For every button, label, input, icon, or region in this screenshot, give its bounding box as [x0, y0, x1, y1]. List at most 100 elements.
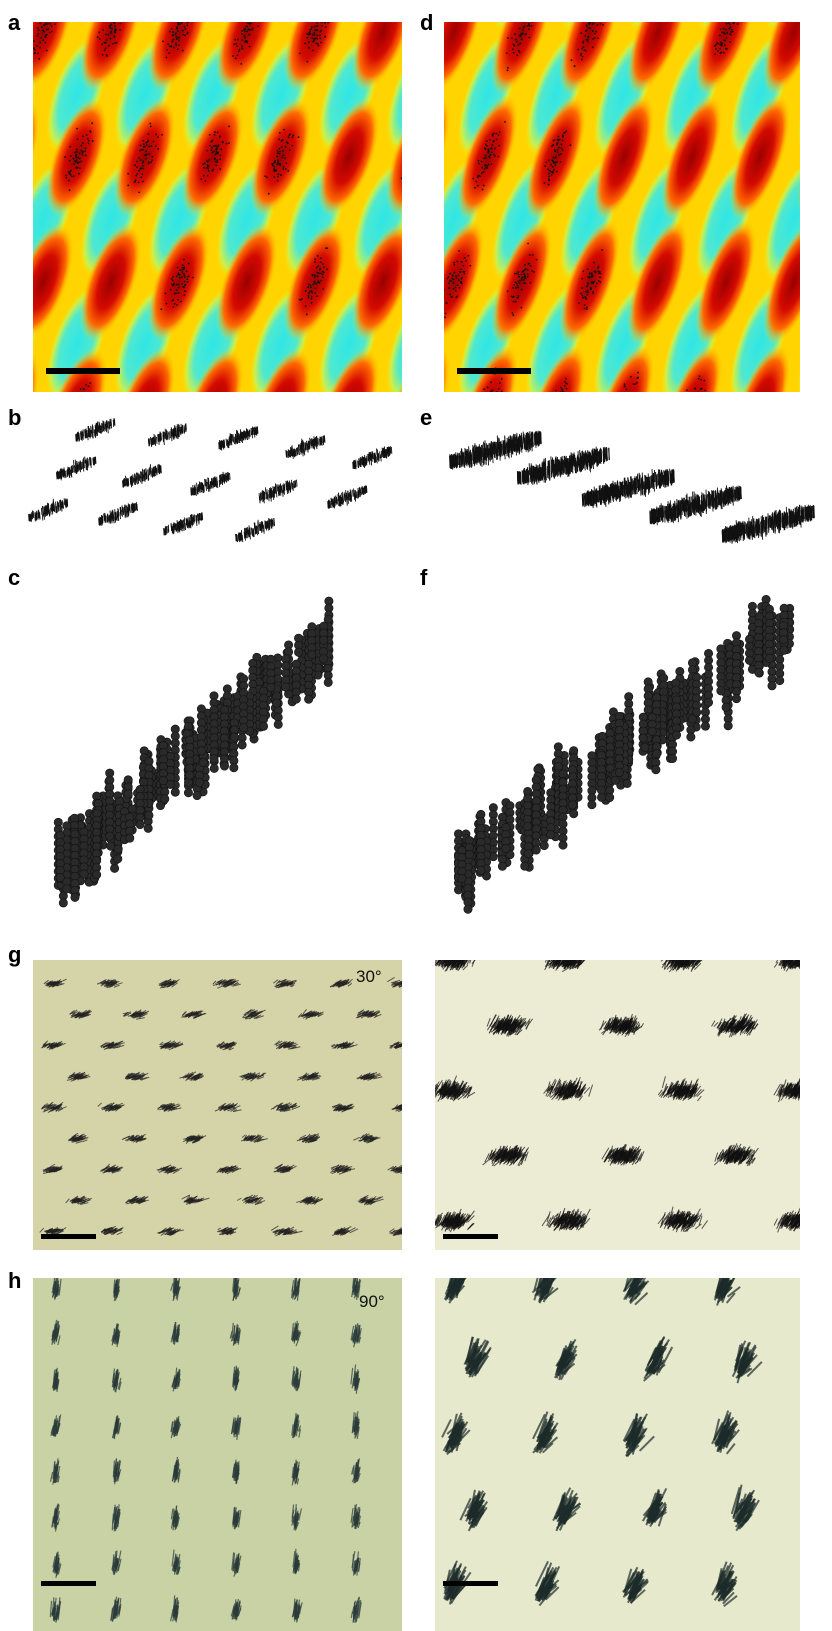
particle: [415, 392, 417, 394]
particle: [782, 558, 784, 560]
particle: [555, 409, 557, 411]
particle: [200, 178, 202, 180]
particle: [306, 33, 308, 35]
particle: [324, 17, 326, 19]
particle: [388, 520, 390, 522]
particle: [592, 526, 594, 528]
particle: [51, 25, 53, 27]
particle: [181, 22, 183, 24]
particle: [278, 139, 280, 141]
particle: [182, 514, 184, 516]
particle: [520, 307, 522, 309]
stroke: [235, 434, 236, 441]
particle: [241, 45, 243, 47]
particle: [172, 306, 174, 308]
particle: [385, 530, 387, 532]
particle: [595, 31, 597, 33]
stroke: [93, 458, 94, 465]
particle: [413, 178, 415, 180]
stroke: [385, 450, 386, 457]
particle: [142, 168, 144, 170]
particle: [14, 377, 16, 379]
particle: [215, 164, 217, 166]
particle: [585, 539, 587, 541]
particle: [355, 400, 357, 402]
particle: [43, 526, 45, 528]
particle: [84, 392, 86, 394]
particle: [278, 173, 280, 175]
stroke: [81, 463, 82, 470]
particle: [615, 413, 617, 415]
particle: [244, 37, 246, 39]
particle: [68, 171, 70, 173]
particle: [181, 508, 183, 510]
particle: [583, 49, 585, 51]
particle: [357, 414, 359, 416]
particle: [530, 9, 532, 11]
particle: [596, 10, 598, 12]
particle: [170, 553, 172, 555]
stroke: [184, 425, 185, 432]
particle: [454, 533, 456, 535]
particle: [448, 536, 450, 538]
particle: [408, 169, 410, 171]
particle: [507, 538, 509, 540]
particle: [545, 436, 547, 438]
particle: [49, 519, 51, 521]
stroke: [251, 428, 252, 435]
particle: [308, 41, 310, 43]
particle: [47, 20, 49, 22]
particle: [419, 383, 421, 385]
particle: [618, 421, 620, 423]
particle: [211, 149, 213, 151]
particle: [582, 56, 584, 58]
particle: [0, 417, 1, 419]
particle: [555, 420, 557, 422]
particle: [417, 153, 419, 155]
particle: [602, 521, 604, 523]
particle: [65, 175, 67, 177]
particle: [40, 523, 42, 525]
particle: [277, 152, 279, 154]
particle: [552, 144, 554, 146]
particle: [184, 284, 186, 286]
particle: [77, 392, 79, 394]
particle: [599, 281, 601, 283]
particle: [309, 541, 311, 543]
particle: [489, 408, 491, 410]
particle: [79, 167, 81, 169]
particle: [352, 397, 354, 399]
particle: [630, 376, 632, 378]
particle: [529, 521, 531, 523]
particle: [558, 402, 560, 404]
particle: [78, 407, 80, 409]
particle: [55, 12, 57, 14]
particle: [482, 430, 484, 432]
particle: [532, 254, 534, 256]
particle: [184, 276, 186, 278]
particle: [180, 535, 182, 537]
particle: [193, 506, 195, 508]
particle: [179, 274, 181, 276]
particle: [238, 50, 240, 52]
particle: [458, 508, 460, 510]
particle: [792, 545, 794, 547]
particle: [70, 429, 72, 431]
particle: [408, 172, 410, 174]
stroke: [92, 424, 93, 431]
particle: [558, 136, 560, 138]
particle: [487, 152, 489, 154]
particle: [723, 39, 725, 41]
particle: [145, 150, 147, 152]
particle: [411, 157, 413, 159]
particle: [479, 427, 481, 429]
particle: [521, 523, 523, 525]
particle: [311, 296, 313, 298]
particle: [512, 553, 514, 555]
particle: [519, 280, 521, 282]
particle: [583, 528, 585, 530]
particle: [48, 521, 50, 523]
particle: [315, 532, 317, 534]
particle: [488, 402, 490, 404]
particle: [401, 177, 403, 179]
